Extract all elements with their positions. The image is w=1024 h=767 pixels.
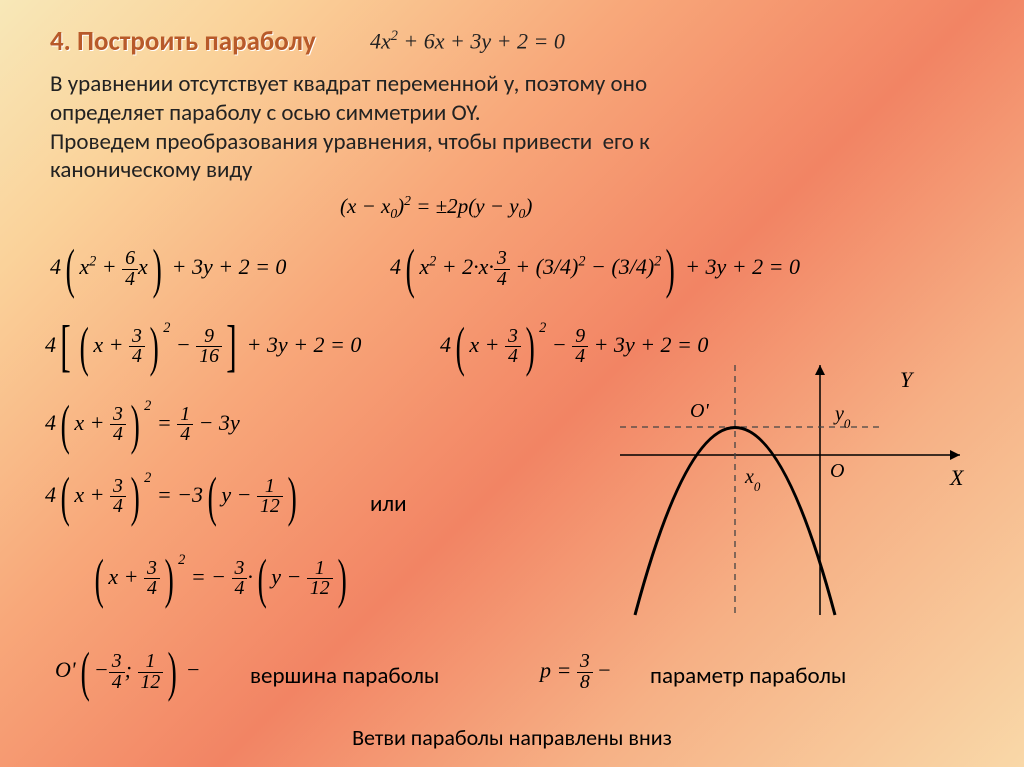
eq-step-7: (x + 34)2 = − 34·(y − 112) [90,552,351,601]
param-value: p = 38 − [540,652,611,693]
slide-title: 4. Построить параболу [50,25,316,58]
or-label: или [370,490,407,518]
vertex-coords: O'(−34; 112) − [55,650,200,694]
param-label: параметр параболы [650,662,846,690]
canonical-form: (x − x0)2 = ±2p(y − y0) [340,193,532,222]
svg-text:O: O [830,460,844,482]
parabola-graph: Y X O O' y0 x0 [580,355,980,635]
branches-text: Ветви параболы направлены вниз [0,724,1024,751]
svg-text:x0: x0 [744,466,761,494]
svg-text:O': O' [690,400,709,422]
explanation-text: В уравнении отсутствует квадрат переменн… [50,70,974,185]
equation-main: 4x2 + 6x + 3y + 2 = 0 [370,28,565,54]
eq-step-3: 4[(x + 34)2 − 916] + 3y + 2 = 0 [45,320,361,370]
vertex-label: вершина параболы [250,662,439,690]
eq-step-1: 4(x2 + 64x) + 3y + 2 = 0 [50,247,286,291]
svg-text:Y: Y [900,367,915,392]
eq-step-6: 4(x + 34)2 = −3(y − 112) [45,470,301,519]
eq-step-2: 4(x2 + 2·x·34 + (3/4)2 − (3/4)2) + 3y + … [390,247,800,291]
svg-text:X: X [949,465,965,490]
eq-step-5: 4(x + 34)2 = 14 − 3y [45,398,240,447]
